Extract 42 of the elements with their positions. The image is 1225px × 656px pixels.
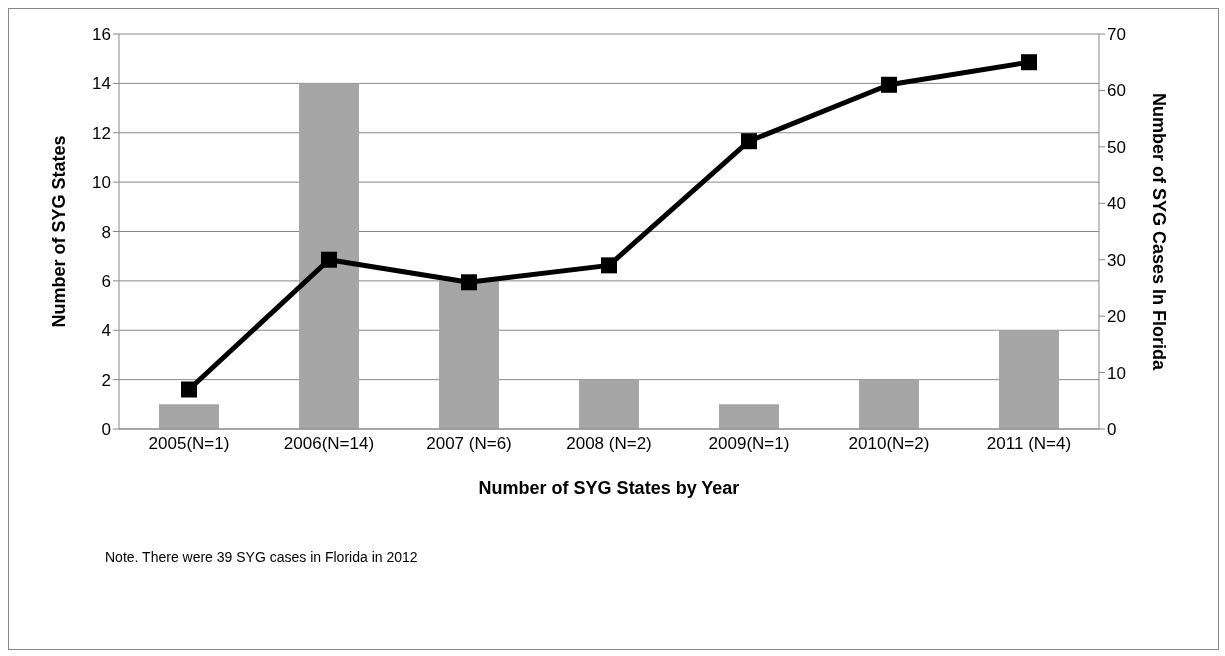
text: Note. There were 39 SYG cases in Florida in 2012 (105, 549, 418, 565)
y-tick-label: 0 (101, 420, 111, 440)
y2-tick-label: 40 (1107, 194, 1126, 214)
point (181, 381, 197, 398)
y2-tick-label: 50 (1107, 137, 1126, 157)
y2-tick-label: 30 (1107, 250, 1126, 270)
bar (579, 379, 639, 429)
x-tick-label: 2010(N=2) (848, 434, 930, 454)
y-axis-title: Number of SYG States (49, 135, 70, 328)
x-axis-title: Number of SYG States by Year (478, 478, 740, 498)
point (461, 274, 477, 291)
x-tick-label: 2006(N=14) (283, 434, 375, 454)
x-tick-label: 2005(N=1) (148, 434, 230, 454)
bar (999, 330, 1059, 429)
y-tick-label: 8 (101, 222, 111, 242)
point (1021, 54, 1037, 71)
y-tick-label: 10 (92, 173, 111, 193)
y2-tick-label: 20 (1107, 307, 1126, 327)
y2-tick-label: 10 (1107, 363, 1126, 383)
bar (299, 83, 359, 429)
y2-tick-label: 60 (1107, 81, 1126, 101)
point (881, 76, 897, 93)
x-tick-label: 2007 (N=6) (426, 434, 512, 454)
y-tick-label: 2 (101, 370, 111, 390)
y2-tick-label: 0 (1107, 420, 1117, 440)
y-tick-label: 4 (101, 321, 111, 341)
bar (719, 404, 779, 429)
x-tick-label: 2011 (N=4) (986, 434, 1072, 454)
point (741, 133, 757, 150)
y-tick-label: 12 (92, 123, 111, 143)
point (321, 251, 337, 268)
bar (859, 379, 919, 429)
y2-tick-label: 70 (1107, 25, 1126, 45)
y-tick-label: 14 (92, 74, 111, 94)
point (601, 257, 617, 274)
y2-axis-title: Number of SYG Cases In Florida (1148, 92, 1169, 372)
x-tick-label: 2008 (N=2) (566, 434, 652, 454)
bar (159, 404, 219, 429)
y-tick-label: 6 (101, 271, 111, 291)
bar (439, 280, 499, 429)
x-tick-label: 2009(N=1) (708, 434, 790, 454)
y-tick-label: 16 (92, 25, 111, 45)
